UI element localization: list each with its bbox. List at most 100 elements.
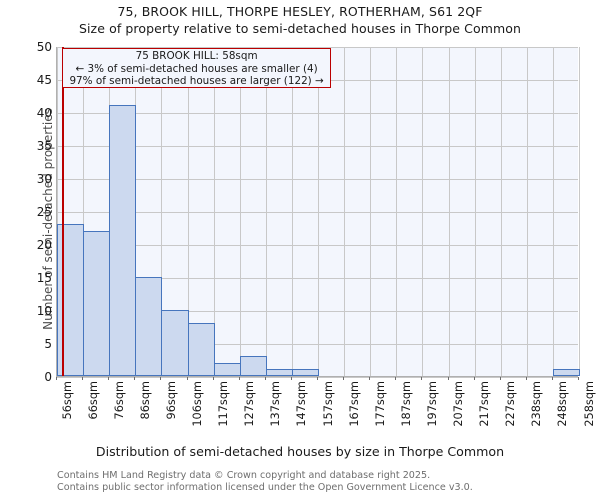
bar — [240, 356, 267, 376]
x-axis-tick-label: 157sqm — [321, 381, 335, 427]
x-axis-tick-mark — [448, 377, 449, 380]
gridline-vertical — [318, 47, 319, 376]
gridline-vertical — [214, 47, 215, 376]
gridline-vertical — [501, 47, 502, 376]
footer-attribution: Contains HM Land Registry data © Crown c… — [57, 470, 473, 493]
bar — [135, 277, 162, 376]
gridline-horizontal — [57, 146, 578, 147]
chart-title: 75, BROOK HILL, THORPE HESLEY, ROTHERHAM… — [117, 4, 483, 19]
gridline-vertical — [422, 47, 423, 376]
x-axis-tick-mark — [552, 377, 553, 380]
x-axis-tick-mark — [56, 377, 57, 380]
plot-area: 75 BROOK HILL: 58sqm ← 3% of semi-detach… — [56, 47, 580, 378]
gridline-vertical — [161, 47, 162, 376]
x-axis-tick-label: 217sqm — [478, 381, 492, 427]
chart-subtitle: Size of property relative to semi-detach… — [78, 21, 522, 36]
annotation-line-2: ← 3% of semi-detached houses are smaller… — [75, 62, 318, 75]
y-axis-tick-label: 50 — [36, 40, 52, 54]
x-axis-tick-mark — [187, 377, 188, 380]
x-axis-tick-mark — [343, 377, 344, 380]
x-axis-tick-mark — [134, 377, 135, 380]
gridline-vertical — [553, 47, 554, 376]
x-axis-tick-label: 197sqm — [425, 381, 439, 427]
x-axis-tick-mark — [474, 377, 475, 380]
footer-line-1: Contains HM Land Registry data © Crown c… — [57, 470, 431, 481]
footer-line-2: Contains public sector information licen… — [57, 481, 473, 493]
gridline-horizontal — [57, 278, 578, 279]
x-axis-tick-label: 227sqm — [504, 381, 518, 427]
gridline-vertical — [396, 47, 397, 376]
x-axis-tick-label: 127sqm — [243, 381, 257, 427]
bar — [83, 230, 110, 376]
gridline-vertical — [579, 47, 580, 376]
x-axis-tick-mark — [239, 377, 240, 380]
gridline-vertical — [370, 47, 371, 376]
gridline-vertical — [292, 47, 293, 376]
y-axis-tick-label: 20 — [36, 238, 52, 252]
x-axis-tick-label: 177sqm — [373, 381, 387, 427]
y-axis-tick-label: 45 — [36, 73, 52, 87]
x-axis-tick-label: 207sqm — [452, 381, 465, 427]
gridline-horizontal — [57, 212, 578, 213]
y-axis-tick-label: 5 — [44, 337, 52, 351]
x-axis-tick-label: 248sqm — [556, 381, 570, 427]
gridline-horizontal — [57, 245, 578, 246]
gridline-horizontal — [57, 179, 578, 180]
bar — [553, 369, 580, 376]
annotation-box: 75 BROOK HILL: 58sqm ← 3% of semi-detach… — [62, 48, 331, 88]
y-axis-tick-label: 0 — [44, 370, 52, 384]
x-axis-tick-label: 106sqm — [191, 381, 204, 427]
y-axis-label: Number of semi-detached properties — [41, 108, 55, 330]
x-axis-tick-mark — [317, 377, 318, 380]
bar — [109, 105, 136, 376]
gridline-horizontal — [57, 47, 578, 48]
gridline-vertical — [240, 47, 241, 376]
y-axis-tick-label: 35 — [36, 139, 52, 153]
x-axis-tick-mark — [291, 377, 292, 380]
property-size-marker-line — [62, 47, 64, 376]
x-axis-tick-label: 56sqm — [60, 381, 74, 420]
y-axis-tick-label: 40 — [36, 106, 52, 120]
gridline-horizontal — [57, 113, 578, 114]
bar — [266, 369, 293, 376]
gridline-vertical — [527, 47, 528, 376]
x-axis-tick-label: 147sqm — [295, 381, 309, 427]
x-axis-tick-mark — [395, 377, 396, 380]
y-axis-tick-label: 15 — [36, 271, 52, 285]
gridline-vertical — [57, 47, 58, 376]
x-axis-tick-label: 66sqm — [86, 381, 100, 420]
bar — [161, 310, 189, 376]
x-axis-tick-mark — [82, 377, 83, 380]
gridline-vertical — [188, 47, 189, 376]
x-axis-tick-label: 167sqm — [347, 381, 361, 427]
x-axis-tick-mark — [108, 377, 109, 380]
x-axis-tick-label: 86sqm — [138, 381, 152, 420]
x-axis-tick-mark — [526, 377, 527, 380]
x-axis-tick-label: 117sqm — [217, 381, 231, 427]
x-axis-tick-mark — [265, 377, 266, 380]
x-axis-tick-mark — [369, 377, 370, 380]
x-axis-tick-mark — [421, 377, 422, 380]
x-axis-tick-label: 137sqm — [269, 381, 283, 427]
bar — [188, 323, 215, 376]
y-axis-tick-label: 25 — [36, 205, 52, 219]
x-axis-label: Distribution of semi-detached houses by … — [95, 444, 505, 459]
x-axis-tick-label: 76sqm — [112, 381, 126, 420]
gridline-vertical — [83, 47, 84, 376]
gridline-vertical — [449, 47, 450, 376]
gridline-vertical — [344, 47, 345, 376]
gridline-vertical — [266, 47, 267, 376]
gridline-horizontal — [57, 311, 578, 312]
annotation-line-3: 97% of semi-detached houses are larger (… — [69, 75, 324, 87]
x-axis-tick-mark — [213, 377, 214, 380]
annotation-line-1: 75 BROOK HILL: 58sqm — [135, 50, 258, 62]
bar — [214, 362, 241, 376]
x-axis-tick-mark — [500, 377, 501, 380]
x-axis-tick-mark — [160, 377, 161, 380]
bar — [292, 369, 319, 376]
y-axis-tick-label: 10 — [36, 304, 52, 318]
x-axis-tick-label: 258sqm — [582, 381, 596, 427]
x-axis-tick-label: 187sqm — [399, 381, 413, 427]
x-axis-tick-mark — [578, 377, 579, 380]
x-axis-tick-label: 96sqm — [164, 381, 178, 420]
